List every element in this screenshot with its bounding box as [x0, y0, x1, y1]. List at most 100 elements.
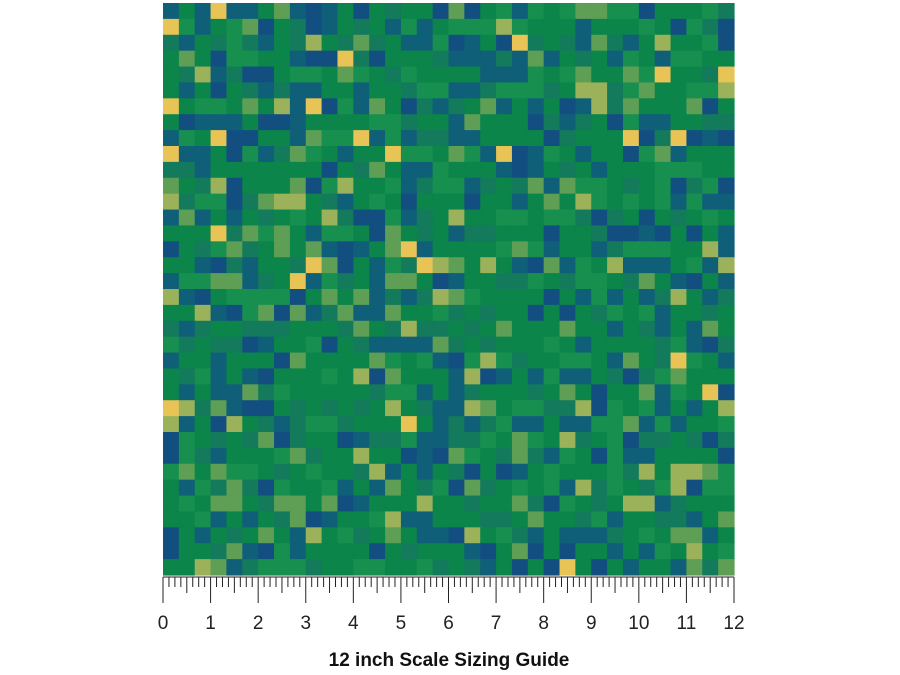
pattern-cell — [638, 543, 656, 560]
pattern-cell — [464, 495, 481, 513]
pattern-cell — [670, 447, 688, 465]
pattern-cell — [511, 368, 529, 385]
pattern-cell — [353, 225, 370, 242]
pattern-cell — [543, 193, 561, 211]
pattern-cell — [670, 416, 688, 433]
pattern-cell — [305, 479, 323, 497]
pattern-cell — [337, 352, 354, 370]
pattern-cell — [178, 495, 196, 513]
pattern-cell — [385, 273, 402, 290]
pattern-cell — [242, 336, 259, 354]
pattern-cell — [702, 479, 719, 497]
pattern-cell — [702, 400, 719, 417]
pattern-cell — [575, 479, 592, 497]
pattern-cell — [337, 130, 354, 147]
pattern-cell — [337, 209, 354, 227]
pattern-cell — [718, 209, 735, 227]
pattern-cell — [242, 3, 259, 20]
pattern-cell — [686, 3, 703, 20]
pattern-cell — [432, 161, 450, 179]
pattern-cell — [559, 463, 576, 481]
pattern-cell — [670, 543, 688, 560]
pattern-cell — [702, 304, 719, 322]
pattern-cell — [400, 384, 418, 401]
pattern-cell — [575, 114, 592, 131]
pattern-cell — [321, 273, 339, 290]
pattern-cell — [622, 543, 640, 560]
pattern-cell — [670, 98, 688, 115]
pattern-cell — [686, 495, 703, 513]
pattern-cell — [353, 257, 370, 274]
pattern-cell — [702, 384, 719, 401]
pattern-cell — [305, 432, 323, 449]
pattern-cell — [607, 225, 624, 242]
pattern-cell — [622, 320, 640, 338]
pattern-cell — [321, 82, 339, 99]
pattern-cell — [527, 320, 545, 338]
pattern-cell — [670, 114, 688, 131]
pattern-cell — [305, 161, 323, 179]
pattern-cell — [321, 225, 339, 242]
pattern-cell — [369, 400, 386, 417]
pattern-cell — [670, 257, 688, 274]
pattern-cell — [480, 241, 497, 258]
pattern-cell — [289, 18, 307, 36]
pattern-cell — [686, 114, 703, 131]
pattern-cell — [448, 368, 465, 385]
pattern-cell — [591, 130, 608, 147]
pattern-cell — [321, 50, 339, 68]
pattern-cell — [194, 98, 212, 115]
pattern-cell — [559, 161, 576, 179]
pattern-cell — [178, 114, 196, 131]
pattern-cell — [686, 527, 703, 544]
pattern-cell — [543, 320, 561, 338]
pattern-cell — [718, 193, 735, 211]
pattern-cell — [258, 257, 275, 274]
pattern-cell — [274, 543, 291, 560]
pattern-cell — [575, 304, 592, 322]
pattern-cell — [385, 177, 402, 195]
pattern-cell — [400, 543, 418, 560]
pattern-cell — [400, 527, 418, 544]
pattern-cell — [258, 273, 275, 290]
pattern-cell — [496, 146, 513, 163]
pattern-cell — [591, 177, 608, 195]
pattern-cell — [718, 543, 735, 560]
pattern-cell — [210, 320, 228, 338]
pattern-cell — [496, 352, 513, 370]
pattern-cell — [258, 225, 275, 242]
pattern-cell — [194, 50, 212, 68]
pattern-cell — [226, 463, 243, 481]
pattern-cell — [654, 114, 672, 131]
pattern-cell — [622, 336, 640, 354]
pattern-cell — [305, 146, 323, 163]
pattern-cell — [496, 479, 513, 497]
pattern-cell — [178, 130, 196, 147]
pattern-cell — [464, 18, 481, 36]
pattern-cell — [480, 193, 497, 211]
pattern-cell — [163, 3, 180, 20]
pattern-cell — [622, 209, 640, 227]
pattern-cell — [448, 50, 465, 68]
pattern-cell — [654, 495, 672, 513]
pattern-cell — [305, 34, 323, 52]
pattern-cell — [448, 527, 465, 544]
pattern-cell — [464, 463, 481, 481]
pattern-cell — [575, 559, 592, 576]
pattern-cell — [448, 177, 465, 195]
pattern-cell — [321, 193, 339, 211]
pattern-cell — [543, 130, 561, 147]
pattern-cell — [464, 146, 481, 163]
pattern-cell — [670, 384, 688, 401]
pattern-cell — [163, 241, 180, 258]
pattern-cell — [432, 193, 450, 211]
pattern-cell — [305, 400, 323, 417]
pattern-cell — [385, 527, 402, 544]
pattern-cell — [702, 368, 719, 385]
pattern-cell — [178, 479, 196, 497]
pattern-cell — [258, 543, 275, 560]
pattern-cell — [464, 432, 481, 449]
pattern-cell — [274, 161, 291, 179]
pattern-cell — [210, 209, 228, 227]
pattern-cell — [496, 50, 513, 68]
